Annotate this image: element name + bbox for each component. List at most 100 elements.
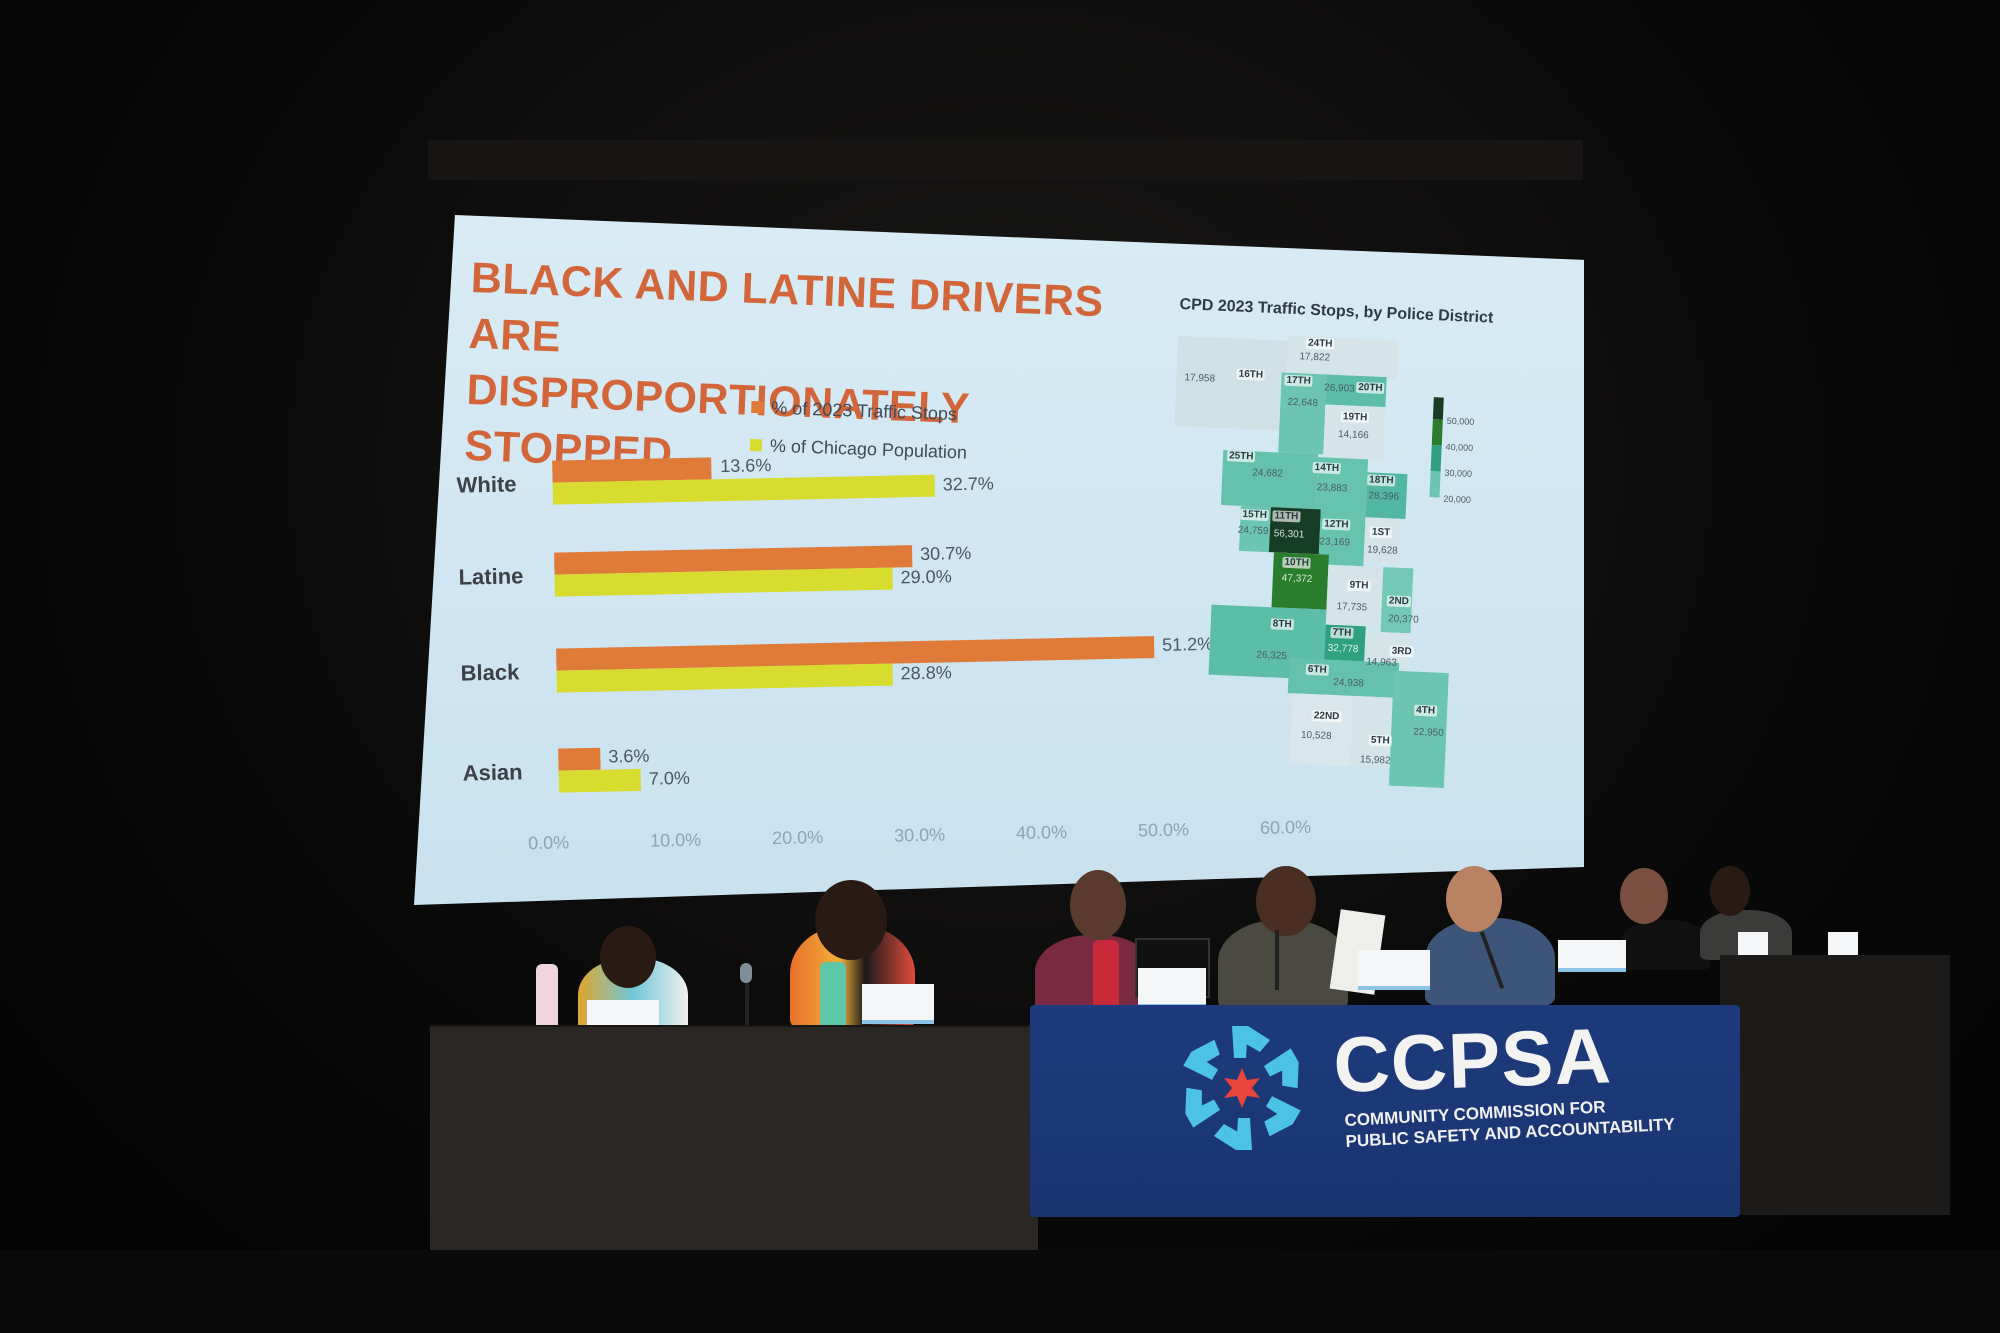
x-tick: 20.0% (771, 827, 824, 849)
panelist-7-head (1710, 866, 1750, 916)
x-tick: 10.0% (649, 829, 702, 851)
district-9th (1325, 564, 1384, 628)
bar-chart: White 13.6% 32.7% Latine 30.7% 29.0% Bla… (440, 438, 1311, 855)
district-value: 56,301 (1273, 528, 1305, 541)
district-value: 20,370 (1387, 613, 1419, 626)
microphone-stand (1275, 930, 1279, 990)
category-label: White (456, 471, 517, 498)
nameplate (1138, 968, 1206, 1008)
district-map: CPD 2023 Traffic Stops, by Police Distri… (1156, 296, 1580, 873)
x-tick: 30.0% (893, 824, 946, 846)
district-value: 14,963 (1365, 656, 1398, 669)
district-label: 14TH (1312, 461, 1342, 475)
map-color-legend: 50,000 40,000 30,000 20,000 (1429, 397, 1504, 510)
district-value: 22,950 (1412, 726, 1445, 739)
panelist-5-head (1446, 866, 1502, 932)
legend-tick: 30,000 (1444, 467, 1473, 479)
nameplate (1558, 940, 1626, 972)
x-tick: 40.0% (1015, 821, 1068, 844)
district-value: 24,759 (1237, 524, 1269, 538)
chart-category-black: Black 51.2% 28.8% (444, 634, 1265, 711)
org-acronym: CCPSA (1332, 1011, 1613, 1109)
district-label: 12TH (1321, 518, 1351, 531)
district-value: 26,903 (1323, 382, 1355, 395)
red-star-icon (1224, 1068, 1260, 1108)
microphone-stand (745, 975, 749, 1025)
district-value: 28,396 (1368, 490, 1400, 503)
bar-value-label: 3.6% (608, 745, 650, 767)
district-label: 2ND (1386, 595, 1412, 608)
district-value: 15,982 (1359, 754, 1391, 767)
legend-swatch-orange (751, 400, 764, 414)
panelist-6-head (1620, 868, 1668, 924)
chart-category-latine: Latine 30.7% 29.0% (442, 538, 1263, 615)
district-value: 17,958 (1184, 372, 1216, 385)
category-label: Latine (458, 563, 524, 590)
chart-category-white: White 13.6% 32.7% (440, 446, 1261, 523)
district-1st (1363, 517, 1401, 564)
district-value: 23,169 (1319, 536, 1351, 549)
x-tick: 0.0% (527, 832, 570, 854)
panelist-4-head (1256, 866, 1316, 936)
district-value: 47,372 (1281, 572, 1313, 586)
bar-traffic-stops (558, 747, 601, 771)
district-value: 24,682 (1252, 467, 1284, 480)
legend-label: % of 2023 Traffic Stops (770, 397, 958, 424)
legend-bin (1430, 445, 1442, 472)
district-label: 9TH (1347, 579, 1371, 592)
legend-tick: 40,000 (1445, 441, 1474, 453)
nameplate (1358, 950, 1430, 990)
panelist-1-head (600, 926, 656, 988)
district-label: 1ST (1369, 526, 1393, 539)
bar-value-label: 7.0% (648, 767, 691, 789)
bar-value-label: 32.7% (942, 473, 994, 495)
category-label: Black (460, 659, 520, 686)
district-label: 6TH (1305, 663, 1329, 676)
district-label: 19TH (1340, 411, 1370, 424)
district-label: 17TH (1284, 374, 1314, 387)
bar-value-label: 13.6% (720, 455, 772, 477)
district-label: 5TH (1368, 734, 1392, 747)
district-label: 24TH (1305, 337, 1335, 350)
panelist-6 (1620, 920, 1710, 970)
district-value: 14,166 (1337, 429, 1369, 442)
district-label: 8TH (1270, 618, 1294, 631)
bar-value-label: 29.0% (900, 566, 952, 588)
nameplate (862, 984, 934, 1024)
ccpsa-star-logo-icon (1183, 1026, 1301, 1150)
district-label: 10TH (1282, 556, 1312, 569)
district-value: 17,822 (1299, 351, 1331, 364)
table-black-cloth-right (1720, 955, 1950, 1215)
district-value: 23,883 (1316, 482, 1348, 495)
category-label: Asian (462, 759, 523, 786)
district-22nd (1289, 693, 1353, 766)
bar-value-label: 30.7% (919, 542, 972, 564)
water-bottle (536, 964, 558, 1044)
district-label: 3RD (1389, 645, 1414, 658)
district-value: 17,735 (1336, 601, 1368, 614)
district-label: 25TH (1226, 450, 1256, 463)
district-label: 18TH (1366, 474, 1396, 487)
stage-floor (0, 1250, 2000, 1333)
district-value: 19,628 (1366, 544, 1398, 557)
bar-value-label: 28.8% (900, 662, 952, 684)
bar-population (558, 768, 642, 793)
screen-housing (428, 140, 1583, 180)
water-bottle (820, 962, 846, 1028)
district-label: 16TH (1236, 368, 1266, 381)
district-value: 32,778 (1327, 642, 1359, 656)
legend-bin (1429, 471, 1441, 498)
panelist-2-head (815, 880, 887, 960)
district-value: 24,938 (1333, 677, 1365, 690)
district-label: 4TH (1413, 704, 1438, 717)
district-value: 10,528 (1300, 729, 1332, 743)
chart-category-asian: Asian 3.6% 7.0% (446, 734, 1267, 811)
legend-bin (1432, 397, 1444, 420)
district-value: 26,325 (1256, 649, 1288, 663)
district-label: 11TH (1272, 510, 1301, 523)
ccpsa-table-banner (1030, 1005, 1740, 1217)
legend-tick: 50,000 (1446, 415, 1475, 427)
district-value: 22,648 (1287, 396, 1319, 410)
panelist-3-head (1070, 870, 1126, 940)
district-label: 22ND (1311, 710, 1342, 723)
